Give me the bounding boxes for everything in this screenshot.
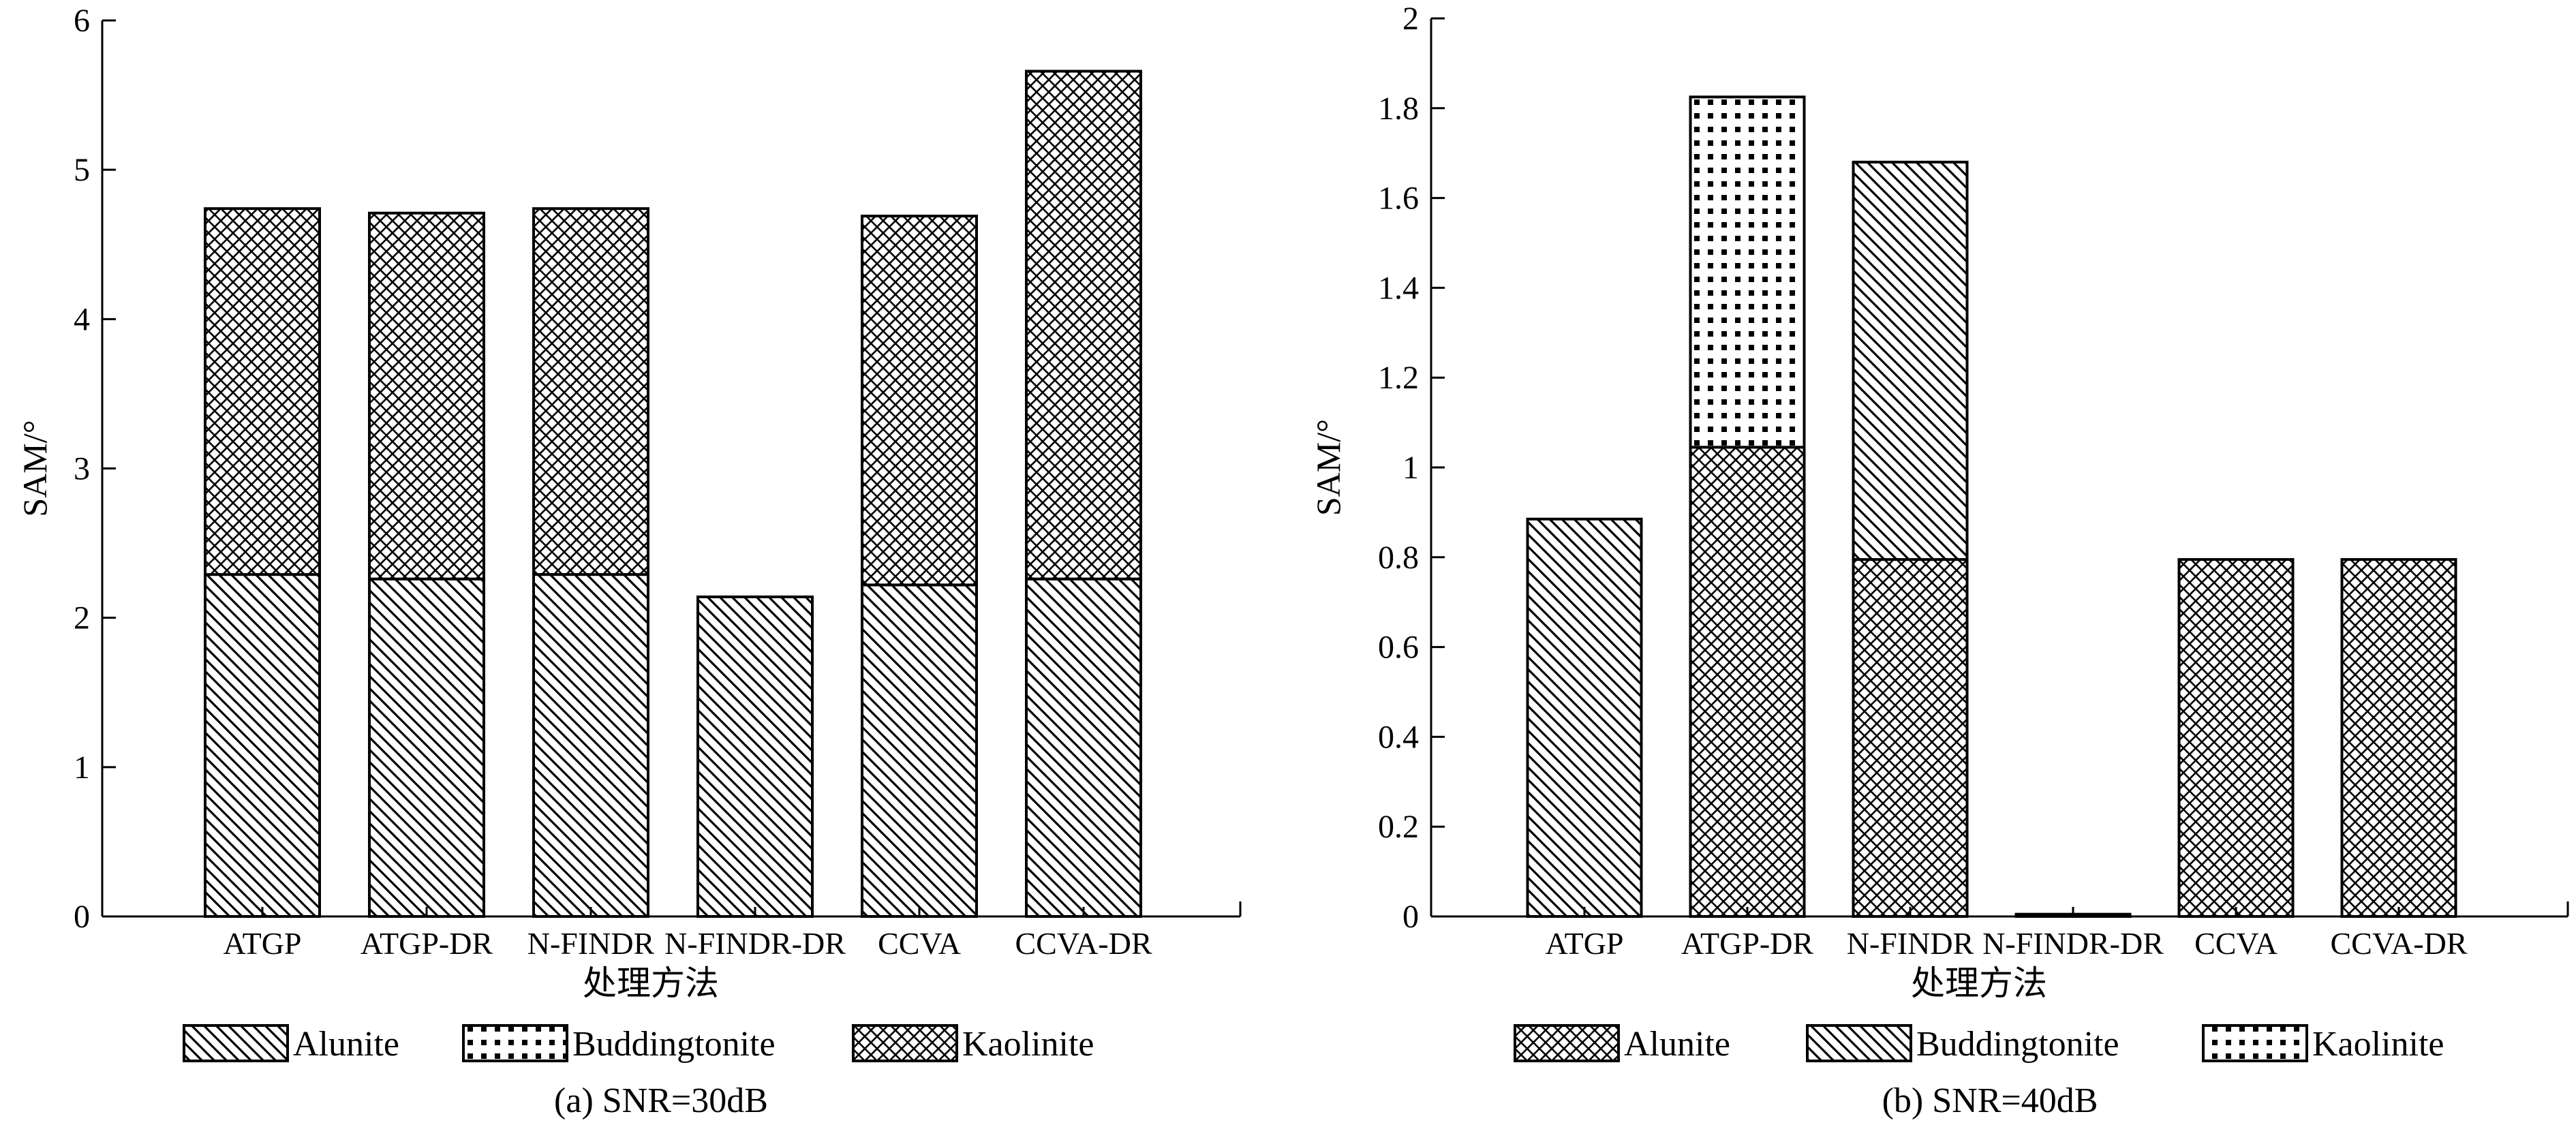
x-tick-label: N-FINDR: [527, 926, 655, 961]
x-tick-label: CCVA-DR: [2330, 926, 2467, 961]
y-axis-title: SAM/°: [1309, 419, 1347, 516]
bar-alunite-ccva-dr: [1025, 577, 1142, 918]
bar-alunite-ccva: [861, 583, 978, 918]
bar-alunite-n-findr-dr: [696, 595, 814, 918]
legend-label-buddingtonite: Buddingtonite: [1916, 1025, 2119, 1064]
bar-alunite-atgp: [204, 573, 321, 918]
bar-kaolinite-ccva-dr: [1025, 70, 1142, 581]
bar-kaolinite-ccva: [861, 215, 978, 587]
bar-buddingtonite-n-findr: [1852, 160, 1969, 561]
legend-swatch-alunite: [1514, 1024, 1620, 1062]
y-axis-title: SAM/°: [16, 420, 54, 516]
y-tick-label: 1: [1402, 450, 1419, 486]
y-tick-label: 6: [74, 3, 90, 39]
legend-swatch-buddingtonite: [1806, 1024, 1912, 1062]
legend-swatch-kaolinite: [852, 1024, 958, 1062]
y-tick-label: 3: [74, 451, 90, 487]
y-tick-label: 4: [74, 301, 90, 337]
x-tick-label: CCVA: [878, 926, 961, 961]
legend-label-kaolinite: Kaolinite: [962, 1025, 1094, 1064]
legend-label-kaolinite: Kaolinite: [2312, 1025, 2444, 1064]
x-tick-label: N-FINDR-DR: [664, 926, 846, 961]
x-tick-label: ATGP: [223, 926, 301, 961]
x-axis-title: 处理方法: [1911, 964, 2047, 1002]
bar-kaolinite-atgp: [204, 207, 321, 576]
x-tick-label: CCVA-DR: [1015, 926, 1152, 961]
legend-swatch-buddingtonite: [462, 1024, 568, 1062]
y-tick-label: 0.2: [1378, 809, 1419, 845]
legend-label-alunite: Alunite: [293, 1025, 399, 1064]
legend-swatch-kaolinite: [2202, 1024, 2308, 1062]
bar-alunite-n-findr: [532, 573, 649, 918]
chart-panel-b: 0 0.2 0.4 0.6 0.8 1 1.2 1.4 1.6 1.8 2 ATGP ATGP-DR N-…: [1309, 1, 2569, 1120]
bar-alunite-ccva-dr: [2340, 558, 2457, 918]
bar-kaolinite-n-findr: [532, 207, 649, 576]
y-tick-label: 0: [74, 899, 90, 935]
y-tick-label: 1.4: [1378, 270, 1419, 306]
x-tick-label: ATGP: [1545, 926, 1623, 961]
bar-alunite-atgp-dr: [1689, 446, 1806, 918]
bar-alunite-ccva: [2177, 558, 2295, 918]
bar-alunite-atgp-dr: [368, 577, 485, 918]
chart-caption: (b) SNR=40dB: [1882, 1081, 2098, 1120]
x-axis-title: 处理方法: [583, 964, 719, 1002]
legend-swatch-alunite: [183, 1024, 289, 1062]
legend-label-buddingtonite: Buddingtonite: [572, 1025, 776, 1064]
y-tick-label: 1: [74, 750, 90, 786]
x-tick-label: ATGP-DR: [361, 926, 493, 961]
y-tick-label: 2: [74, 600, 90, 636]
x-tick-label: N-FINDR: [1847, 926, 1974, 961]
x-tick-label: ATGP-DR: [1681, 926, 1814, 961]
bar-kaolinite-atgp-dr: [368, 211, 485, 581]
y-tick-label: 0.4: [1378, 719, 1419, 755]
y-tick-label: 1.6: [1378, 181, 1419, 217]
x-tick-label: CCVA: [2194, 926, 2278, 961]
y-tick-label: 0: [1402, 899, 1419, 935]
y-tick-label: 0.6: [1378, 630, 1419, 666]
y-tick-label: 5: [74, 152, 90, 188]
y-tick-label: 1.8: [1378, 91, 1419, 127]
legend-label-alunite: Alunite: [1624, 1025, 1730, 1064]
y-tick-label: 0.8: [1378, 540, 1419, 576]
bar-kaolinite-atgp-dr: [1689, 95, 1806, 449]
bar-alunite-n-findr: [1852, 558, 1969, 918]
y-tick-label: 1.2: [1378, 360, 1419, 396]
chart-panel-a: 0 1 2 3 4 5 6 ATGP ATGP-DR N-FINDR N-FINDR-DR CCVA C…: [16, 3, 1242, 1120]
bar-buddingtonite-atgp: [1526, 517, 1643, 918]
chart-caption: (a) SNR=30dB: [554, 1081, 768, 1120]
y-tick-label: 2: [1402, 1, 1419, 37]
x-tick-label: N-FINDR-DR: [1982, 926, 2164, 961]
